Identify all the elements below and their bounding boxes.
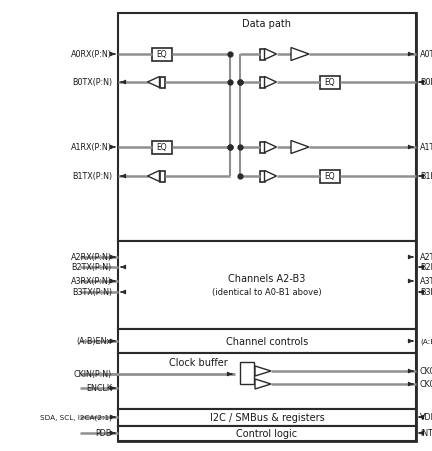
Text: A3TX(P:N): A3TX(P:N): [420, 277, 432, 286]
Bar: [118, 14, 416, 241]
Bar: [118, 14, 416, 441]
Bar: [260, 142, 264, 153]
Text: Channels A2-B3: Channels A2-B3: [229, 273, 306, 283]
Text: Clock buffer: Clock buffer: [168, 357, 227, 367]
Text: (A:B)xSIGDET: (A:B)xSIGDET: [420, 338, 432, 345]
Bar: [320, 170, 340, 183]
Text: B1RX(P:N): B1RX(P:N): [420, 172, 432, 181]
Text: EQ: EQ: [325, 172, 335, 181]
Polygon shape: [291, 48, 309, 61]
Polygon shape: [291, 141, 309, 154]
Bar: [118, 409, 416, 426]
Text: B3RX(P:N): B3RX(P:N): [420, 288, 432, 297]
Text: A1TX(P:N): A1TX(P:N): [420, 143, 432, 152]
Bar: [159, 171, 165, 182]
Text: B2TX(P:N): B2TX(P:N): [72, 263, 112, 272]
Text: EQ: EQ: [325, 78, 335, 87]
Text: CKOUT1(P:N): CKOUT1(P:N): [420, 380, 432, 389]
Polygon shape: [264, 50, 276, 60]
Bar: [152, 48, 172, 61]
Bar: [118, 353, 416, 409]
Text: B2RX(P:N): B2RX(P:N): [420, 263, 432, 272]
Polygon shape: [255, 379, 271, 389]
Bar: [260, 50, 264, 60]
Bar: [152, 141, 172, 154]
Polygon shape: [264, 171, 276, 182]
Text: I2C / SMBus & registers: I2C / SMBus & registers: [210, 413, 324, 423]
Polygon shape: [264, 142, 276, 153]
Text: EQ: EQ: [157, 143, 167, 152]
Text: EQ: EQ: [157, 51, 167, 60]
Text: SDA, SCL, I2CA(2:1): SDA, SCL, I2CA(2:1): [40, 414, 112, 420]
Bar: [240, 362, 254, 384]
Text: (A:B)ENx: (A:B)ENx: [77, 337, 112, 346]
Polygon shape: [147, 77, 159, 88]
Text: A0RX(P:N): A0RX(P:N): [71, 51, 112, 60]
Polygon shape: [255, 366, 271, 376]
Polygon shape: [147, 171, 159, 182]
Polygon shape: [264, 77, 276, 88]
Text: B0RX(P:N): B0RX(P:N): [420, 78, 432, 87]
Text: INTMODE: INTMODE: [420, 428, 432, 437]
Text: Control logic: Control logic: [236, 428, 298, 438]
Text: PDB: PDB: [95, 428, 112, 437]
Text: (identical to A0-B1 above): (identical to A0-B1 above): [212, 288, 322, 297]
Bar: [118, 329, 416, 353]
Text: A1RX(P:N): A1RX(P:N): [71, 143, 112, 152]
Bar: [118, 241, 416, 329]
Text: VDD3: VDD3: [420, 413, 432, 422]
Text: A0TX(P:N): A0TX(P:N): [420, 51, 432, 60]
Text: A3RX(P:N): A3RX(P:N): [71, 277, 112, 286]
Text: B3TX(P:N): B3TX(P:N): [72, 288, 112, 297]
Bar: [159, 77, 165, 88]
Bar: [320, 76, 340, 89]
Text: A2TX(P:N): A2TX(P:N): [420, 253, 432, 262]
Text: CKIN(P:N): CKIN(P:N): [74, 370, 112, 379]
Text: A2RX(P:N): A2RX(P:N): [71, 253, 112, 262]
Text: ENCLK: ENCLK: [86, 384, 112, 393]
Bar: [260, 77, 264, 88]
Bar: [118, 426, 416, 441]
Text: B1TX(P:N): B1TX(P:N): [72, 172, 112, 181]
Text: Channel controls: Channel controls: [226, 336, 308, 346]
Text: B0TX(P:N): B0TX(P:N): [72, 78, 112, 87]
Bar: [260, 171, 264, 182]
Text: CKOUT0(P:N): CKOUT0(P:N): [420, 367, 432, 376]
Text: Data path: Data path: [242, 19, 292, 29]
